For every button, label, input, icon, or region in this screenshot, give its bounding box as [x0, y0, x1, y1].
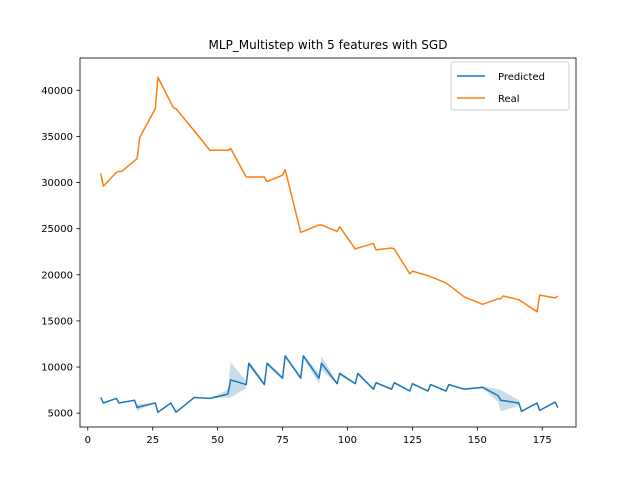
y-tick-label: 30000 — [41, 178, 73, 189]
plot-area — [100, 76, 559, 413]
chart-title: MLP_Multistep with 5 features with SGD — [209, 38, 448, 52]
x-tick-label: 0 — [85, 435, 91, 446]
x-tick-label: 50 — [211, 435, 224, 446]
y-tick-label: 40000 — [41, 86, 73, 97]
x-tick-label: 100 — [338, 435, 357, 446]
legend-label-0: Predicted — [498, 72, 545, 83]
legend: Predicted Real — [450, 61, 570, 111]
axes-frame — [79, 57, 577, 428]
y-tick-label: 35000 — [41, 132, 73, 143]
x-tick-label: 150 — [468, 435, 487, 446]
series-1-line — [100, 76, 559, 313]
x-tick-label: 75 — [276, 435, 289, 446]
y-tick-label: 25000 — [41, 224, 73, 235]
y-tick-label: 10000 — [41, 363, 73, 374]
series-0-line — [100, 355, 559, 413]
legend-label-1: Real — [498, 94, 520, 105]
y-tick-label: 15000 — [41, 316, 73, 327]
x-tick-label: 25 — [146, 435, 159, 446]
axes: 0 25 50 75 100 125 150 175 5000 10000 15000 20000 25… — [41, 57, 577, 446]
y-tick-label: 5000 — [48, 409, 73, 420]
x-tick-label: 125 — [403, 435, 422, 446]
y-tick-label: 20000 — [41, 270, 73, 281]
x-tick-label: 175 — [533, 435, 552, 446]
